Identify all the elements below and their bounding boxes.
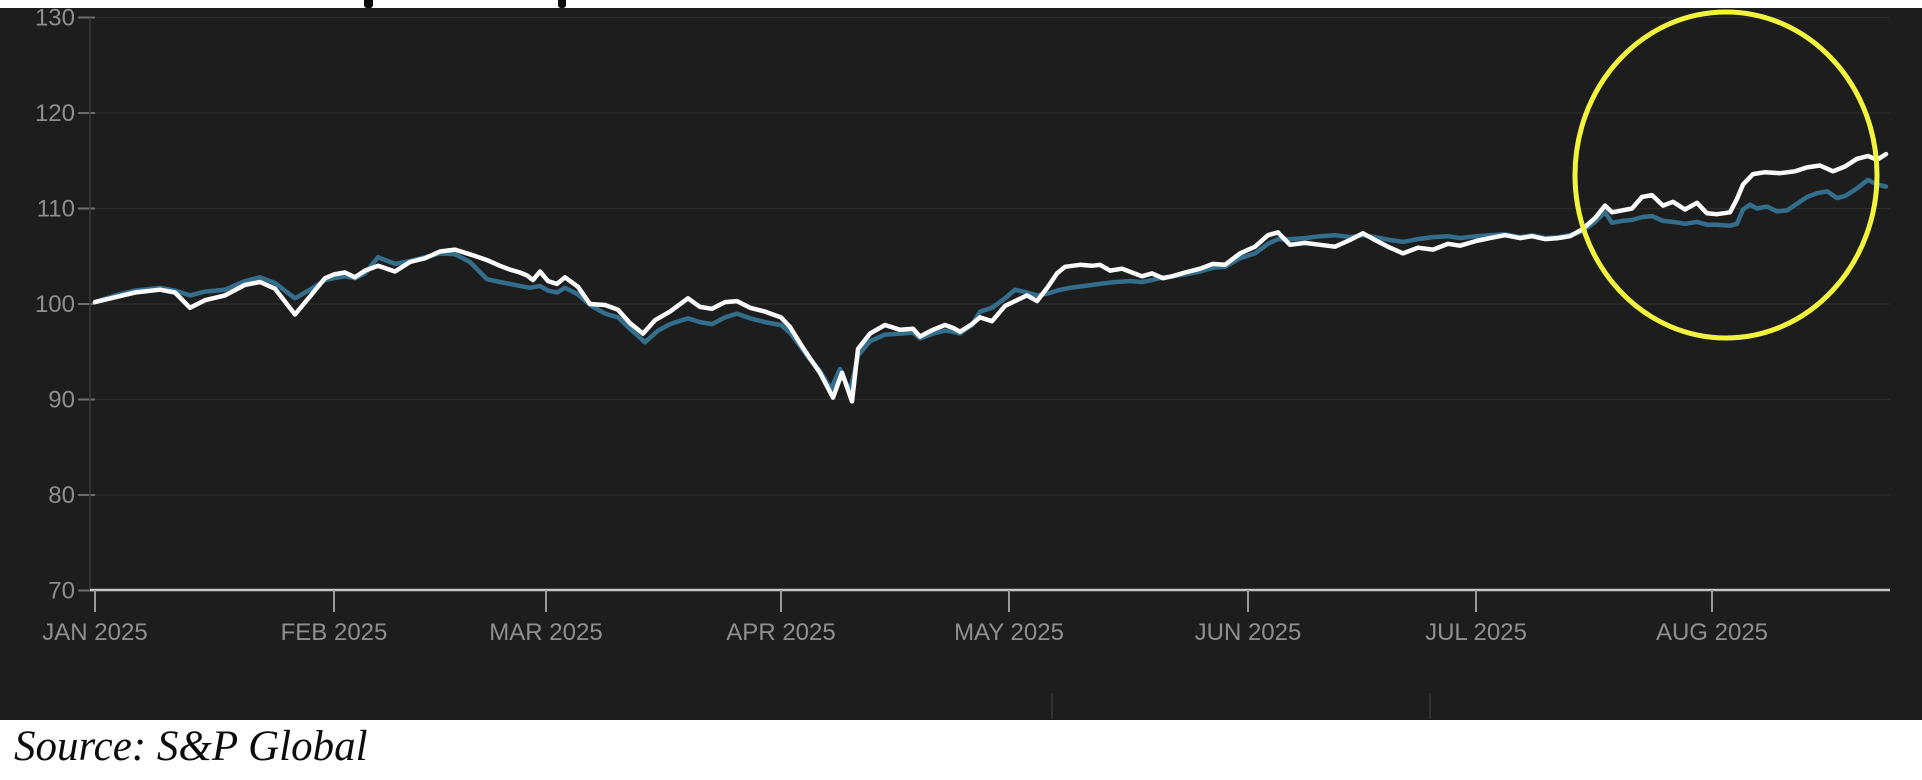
source-caption: Source: S&P Global [14, 723, 368, 770]
series-white-index-line [92, 151, 1889, 404]
y-axis-label: 110 [37, 196, 75, 223]
title-descender-mark [364, 0, 373, 8]
month-label: MAY 2025 [954, 619, 1064, 646]
month-label: JAN 2025 [42, 619, 147, 646]
clipped-title-strip [0, 0, 1922, 8]
month-label: JUL 2025 [1425, 619, 1527, 646]
series-blue-index-line [92, 177, 1889, 395]
y-axis-label: 80 [48, 482, 75, 509]
month-label: JUN 2025 [1195, 619, 1302, 646]
line-chart: 130 120 110 100 90 80 70 JAN 2025 FEB 2025 MAR 20… [35, 5, 1890, 719]
month-label: FEB 2025 [281, 619, 388, 646]
y-axis-label: 120 [35, 100, 75, 127]
chart-panel [0, 8, 1922, 720]
month-label: MAR 2025 [489, 619, 602, 646]
y-axis-label: 130 [35, 5, 75, 32]
y-axis-label: 90 [48, 387, 75, 414]
source-bar: Source: S&P Global [0, 720, 1922, 780]
month-label: APR 2025 [726, 619, 835, 646]
y-axis-label: 70 [48, 578, 75, 605]
highlight-circle [1572, 9, 1880, 341]
y-axis-label: 100 [35, 291, 75, 318]
month-label: AUG 2025 [1656, 619, 1768, 646]
title-descender-mark [558, 0, 566, 8]
